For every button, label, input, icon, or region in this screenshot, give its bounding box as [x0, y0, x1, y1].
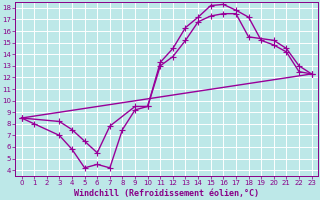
X-axis label: Windchill (Refroidissement éolien,°C): Windchill (Refroidissement éolien,°C): [74, 189, 259, 198]
